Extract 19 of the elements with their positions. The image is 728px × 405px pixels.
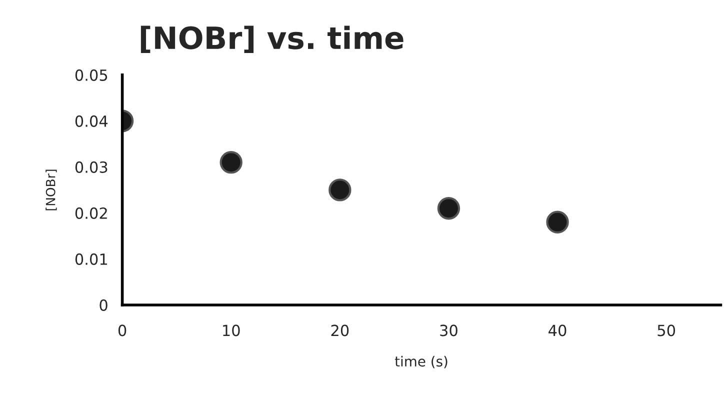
point <box>437 197 460 220</box>
y-tick-label: 0.04 <box>75 115 108 127</box>
point <box>328 178 352 202</box>
y-tick-label: 0.02 <box>75 207 107 219</box>
x-tick-label: 10 <box>223 324 240 336</box>
x-tick-label: 40 <box>548 324 566 336</box>
y-tick-label: 0 <box>100 299 108 311</box>
x-tick-label: 20 <box>331 324 349 336</box>
x-tick-label: 0 <box>118 324 126 336</box>
y-tick-label: 0.05 <box>75 69 108 81</box>
y-tick-label: 0.01 <box>75 253 108 265</box>
point <box>220 150 242 174</box>
x-tick-label: 50 <box>658 324 676 336</box>
chart-title: [NOBr] vs. time <box>140 26 404 53</box>
x-axis-title: time (s) <box>394 356 448 368</box>
y-axis-title: [NOBr] <box>46 170 57 210</box>
x-tick-label: 30 <box>440 324 458 336</box>
point <box>546 210 569 234</box>
y-tick-label: 0.03 <box>75 161 108 173</box>
